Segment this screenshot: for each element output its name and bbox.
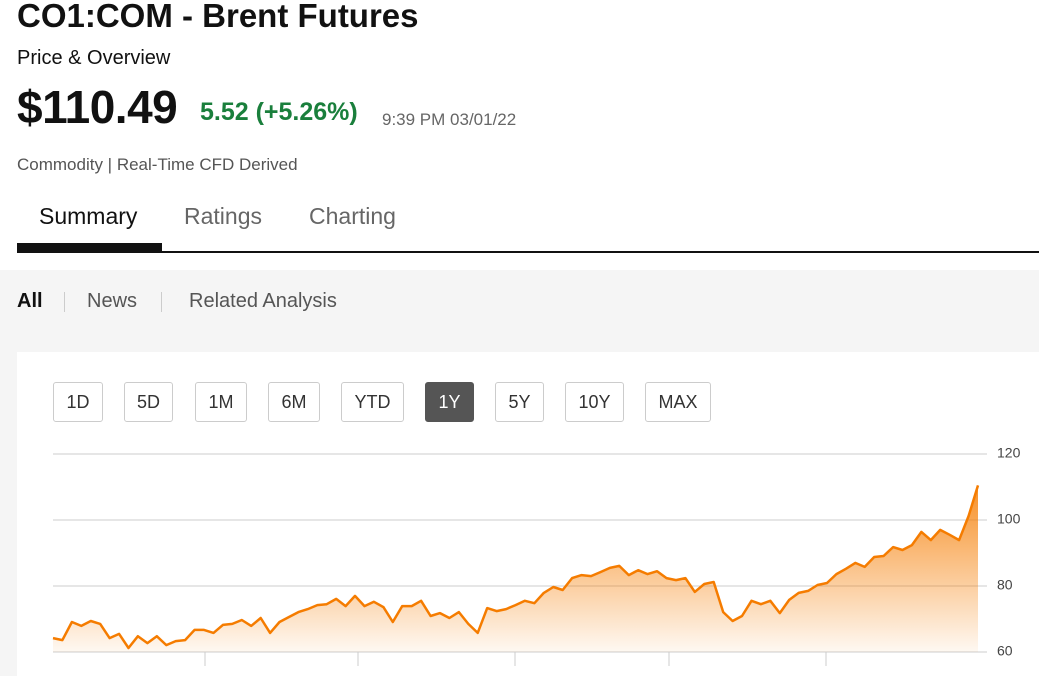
tab-divider (17, 251, 1039, 253)
tab[interactable]: Charting (309, 203, 396, 229)
range-button[interactable]: 5D (124, 382, 173, 422)
range-button[interactable]: YTD (341, 382, 404, 422)
range-button[interactable]: 1M (195, 382, 247, 422)
range-button[interactable]: 1D (53, 382, 103, 422)
price: $110.49 (17, 81, 178, 133)
header-area (0, 0, 1039, 270)
subtitle: Price & Overview (17, 47, 171, 69)
filter[interactable]: Related Analysis (189, 290, 337, 312)
filter[interactable]: All (17, 290, 43, 312)
meta: Commodity | Real-Time CFD Derived (17, 155, 298, 174)
tab-indicator (17, 243, 162, 251)
y-tick-label: 100 (997, 511, 1021, 527)
tab[interactable]: Ratings (184, 203, 262, 229)
tab[interactable]: Summary (39, 203, 138, 229)
line (52, 485, 980, 650)
chart: 60 80 100 120 (52, 445, 1021, 666)
separator (64, 292, 65, 312)
y-tick-label: 60 (997, 643, 1013, 659)
separator (161, 292, 162, 312)
price-change: 5.52 (+5.26%) (200, 98, 358, 126)
range-button[interactable]: 10Y (565, 382, 624, 422)
title: CO1:COM - Brent Futures (17, 0, 419, 34)
range-button[interactable]: 6M (268, 382, 320, 422)
filter[interactable]: News (87, 290, 138, 312)
range-button[interactable]: MAX (645, 382, 711, 422)
timestamp: 9:39 PM 03/01/22 (382, 110, 517, 129)
range-button[interactable]: 5Y (495, 382, 544, 422)
range-button[interactable]: 1Y (425, 382, 474, 422)
y-tick-label: 80 (997, 577, 1013, 593)
area (53, 485, 978, 652)
y-tick-label: 120 (997, 445, 1021, 461)
